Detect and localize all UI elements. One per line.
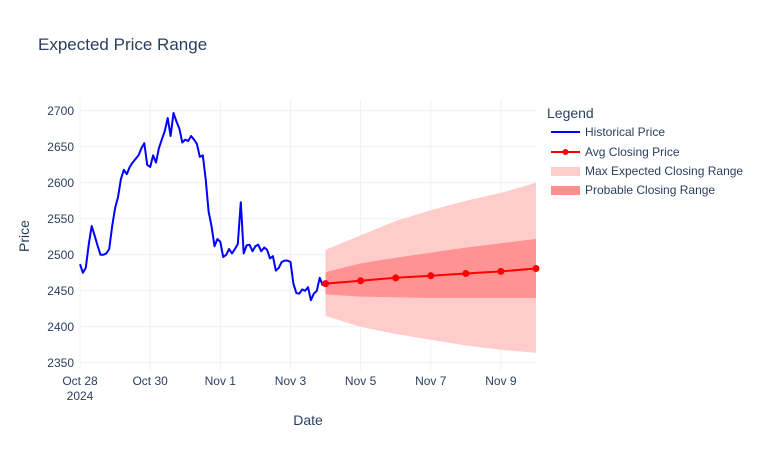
x-tick-label: Nov 5 (345, 374, 377, 388)
y-tick-label: 2600 (47, 176, 74, 190)
y-tick-label: 2650 (47, 140, 74, 154)
legend-label-avg: Avg Closing Price (585, 145, 680, 159)
y-axis: 2350 2400 2450 2500 2550 2600 2650 2700 (47, 104, 74, 370)
y-tick-label: 2550 (47, 212, 74, 226)
legend-swatch-max-range (551, 167, 580, 176)
x-tick-label: Oct 28 (62, 374, 98, 388)
probable-range-band (325, 239, 536, 298)
x-tick-label: Oct 30 (132, 374, 168, 388)
legend-item-avg[interactable]: Avg Closing Price (551, 145, 680, 159)
plot-area (79, 112, 540, 353)
legend-item-historical[interactable]: Historical Price (551, 125, 665, 139)
avg-closing-point (427, 272, 435, 280)
legend[interactable]: Legend Historical Price Avg Closing Pric… (547, 105, 743, 197)
historical-price-line (79, 112, 326, 302)
legend-item-probable-range[interactable]: Probable Closing Range (551, 183, 715, 197)
avg-closing-point (532, 264, 540, 272)
avg-closing-point (392, 274, 400, 282)
legend-label-historical: Historical Price (585, 125, 665, 139)
chart-title: Expected Price Range (38, 35, 207, 54)
legend-swatch-probable-range (551, 186, 580, 195)
avg-closing-point (462, 270, 470, 278)
x-tick-label: Nov 1 (205, 374, 237, 388)
legend-marker-avg (562, 149, 569, 155)
legend-item-max-range[interactable]: Max Expected Closing Range (551, 164, 743, 178)
y-tick-label: 2350 (47, 356, 74, 370)
y-axis-title: Price (16, 220, 32, 252)
x-tick-label: Nov 7 (415, 374, 447, 388)
x-tick-label: Nov 3 (275, 374, 307, 388)
x-tick-sublabel: 2024 (67, 389, 94, 403)
avg-closing-point (357, 277, 365, 285)
x-axis-title: Date (293, 412, 323, 428)
x-tick-label: Nov 9 (485, 374, 517, 388)
legend-label-max-range: Max Expected Closing Range (585, 164, 743, 178)
y-tick-label: 2500 (47, 248, 74, 262)
legend-label-probable-range: Probable Closing Range (585, 183, 715, 197)
avg-closing-point (322, 280, 330, 288)
avg-closing-point (497, 267, 505, 275)
y-tick-label: 2400 (47, 320, 74, 334)
legend-title: Legend (547, 105, 594, 121)
y-tick-label: 2450 (47, 284, 74, 298)
y-tick-label: 2700 (47, 104, 74, 118)
